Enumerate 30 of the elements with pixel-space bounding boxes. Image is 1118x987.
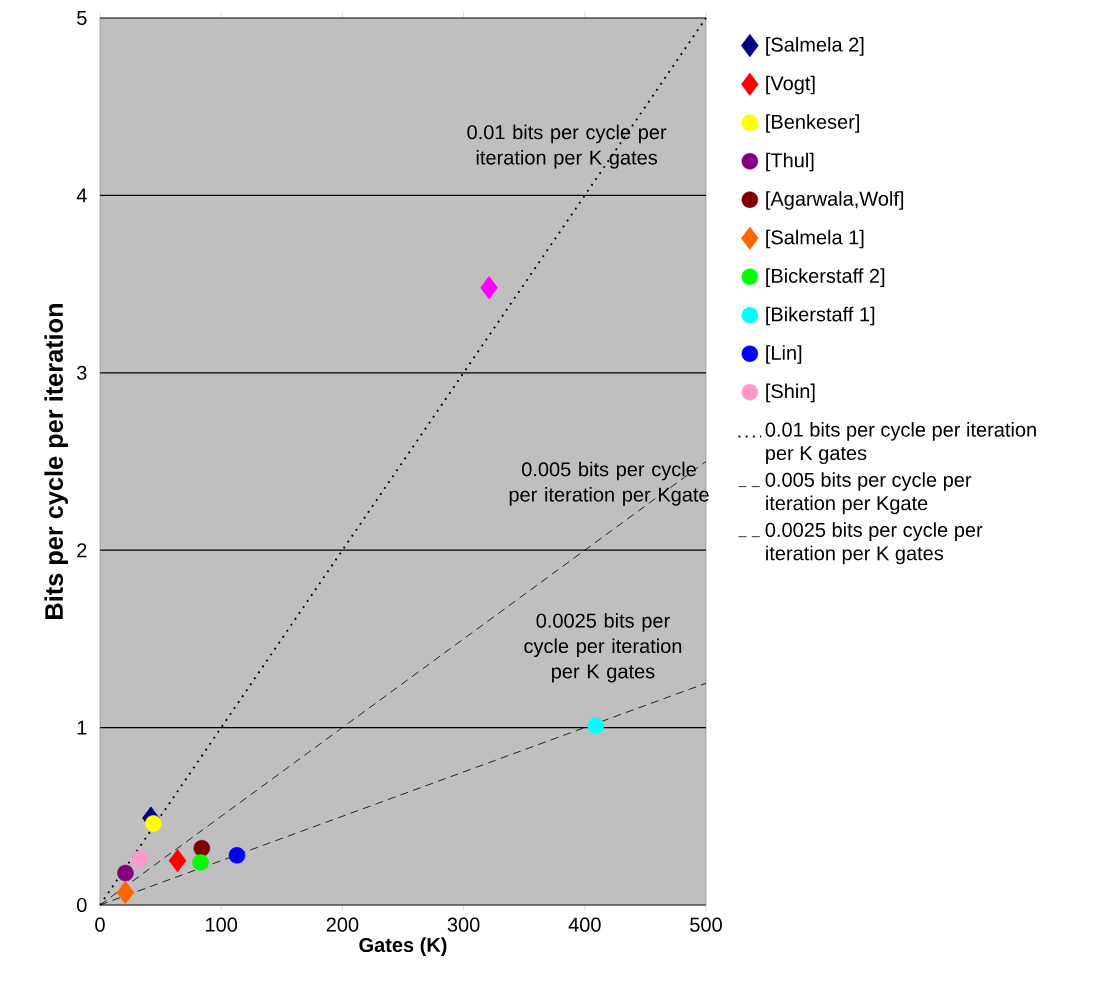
legend-label: 0.005 bits per cycle per iteration per Kgate: [765, 472, 972, 515]
x-tick-label: 100: [206, 917, 238, 932]
annotation: 0.0025 bits per cycle per iteration per K gates: [524, 613, 682, 683]
y-tick-label: 0: [77, 897, 87, 913]
legend-label: 0.0025 bits per cycle per iteration per K gates: [765, 522, 983, 565]
y-tick-label: 1: [77, 720, 87, 735]
legend-label: 0.01 bits per cycle per iteration per K gates: [765, 422, 1036, 465]
y-tick-label: 4: [76, 188, 87, 203]
legend-label: [Bickerstaff 2]: [766, 268, 885, 287]
annotation: 0.005 bits per cycle per iteration per Kgate: [509, 461, 709, 506]
y-tick-label: 2: [77, 543, 87, 558]
x-tick-label: 200: [326, 917, 359, 932]
x-tick-label: 400: [568, 917, 601, 932]
y-tick-label: 5: [77, 11, 87, 25]
legend-label: [Salmela 2]: [766, 37, 864, 56]
legend-label: [Bikerstaff 1]: [766, 306, 875, 326]
x-tick-label: 300: [447, 917, 480, 932]
legend-label: [Benkeser]: [766, 114, 859, 133]
x-tick-label: 500: [690, 917, 722, 932]
y-tick-label: 3: [77, 365, 87, 380]
legend-label: [Agarwala,Wolf]: [766, 191, 904, 210]
annotation: 0.01 bits per cycle per iteration per K gates: [467, 124, 667, 169]
legend-label: [Thul]: [766, 152, 814, 172]
legend-label: [Vogt]: [766, 75, 815, 95]
x-axis-title: Gates (K): [359, 937, 447, 956]
legend-label: [Lin]: [766, 345, 802, 364]
x-tick-label: 0: [95, 917, 105, 932]
legend-label: [Salmela 1]: [766, 229, 864, 249]
legend-label: [Shin]: [766, 383, 815, 403]
y-axis-title: Bits per cycle per iteration: [44, 303, 68, 619]
